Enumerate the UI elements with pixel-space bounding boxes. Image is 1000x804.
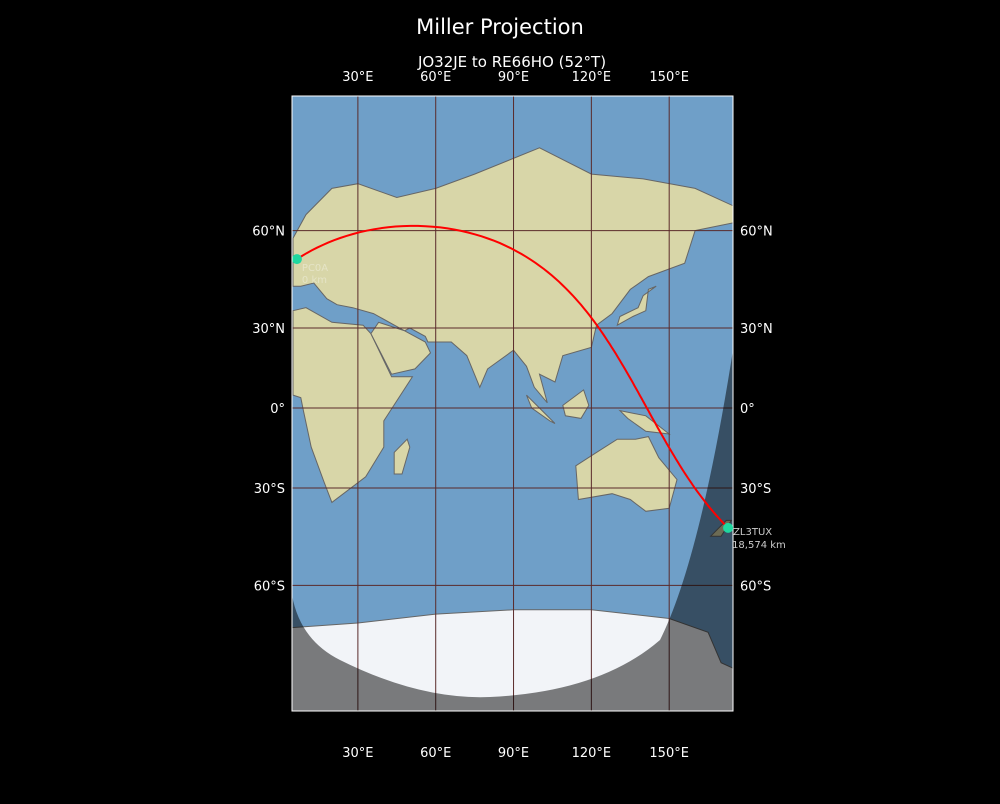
lon-tick-label: 60°E bbox=[420, 70, 451, 85]
landmass-sumatra bbox=[526, 394, 556, 424]
lat-tick-label: 60°S bbox=[254, 579, 285, 594]
lat-tick-label: 60°N bbox=[252, 225, 285, 240]
map-frame bbox=[291, 95, 734, 712]
landmass-africa bbox=[292, 307, 414, 504]
lat-tick-label: 60°S bbox=[740, 579, 771, 594]
start-marker[interactable] bbox=[292, 254, 302, 265]
graticule bbox=[292, 96, 733, 711]
lat-tick-label: 0° bbox=[740, 402, 755, 417]
end-distance-label: 18,574 km bbox=[732, 540, 786, 551]
lon-tick-label: 120°E bbox=[572, 746, 612, 761]
lon-tick-label: 150°E bbox=[649, 70, 689, 85]
landmass-madagascar bbox=[393, 438, 411, 475]
lat-tick-label: 30°S bbox=[740, 482, 771, 497]
lat-tick-label: 30°N bbox=[740, 322, 773, 337]
lon-tick-label: 30°E bbox=[342, 746, 373, 761]
landmass-japan bbox=[616, 285, 657, 327]
lat-tick-label: 60°N bbox=[740, 225, 773, 240]
end-marker[interactable] bbox=[723, 522, 734, 533]
map-subtitle: JO32JE to RE66HO (52°T) bbox=[417, 53, 606, 71]
lon-tick-label: 90°E bbox=[498, 70, 529, 85]
lon-tick-label: 150°E bbox=[649, 746, 689, 761]
great-circle-path bbox=[296, 224, 729, 529]
lon-tick-label: 90°E bbox=[498, 746, 529, 761]
lat-tick-label: 30°S bbox=[254, 482, 285, 497]
lat-tick-label: 30°N bbox=[252, 322, 285, 337]
lon-tick-label: 30°E bbox=[342, 70, 373, 85]
axis-labels: 30°E 30°E 60°E 60°E 90°E 90°E 120°E 120°E 150°E 1… bbox=[252, 70, 773, 761]
lat-tick-label: 0° bbox=[270, 402, 285, 417]
lon-tick-label: 60°E bbox=[420, 746, 451, 761]
lon-tick-label: 120°E bbox=[572, 70, 612, 85]
landmass-arabia bbox=[370, 321, 432, 375]
landmass-borneo bbox=[562, 389, 590, 419]
figure-title: Miller Projection bbox=[416, 15, 584, 39]
map-area: PC0A 0 km bbox=[292, 96, 733, 711]
start-distance-label: 0 km bbox=[302, 275, 327, 286]
night-shading bbox=[292, 350, 733, 711]
start-callsign-label: PC0A bbox=[302, 263, 328, 274]
end-callsign-label: ZL3TUX bbox=[733, 527, 772, 538]
landmass-australia bbox=[575, 436, 678, 512]
